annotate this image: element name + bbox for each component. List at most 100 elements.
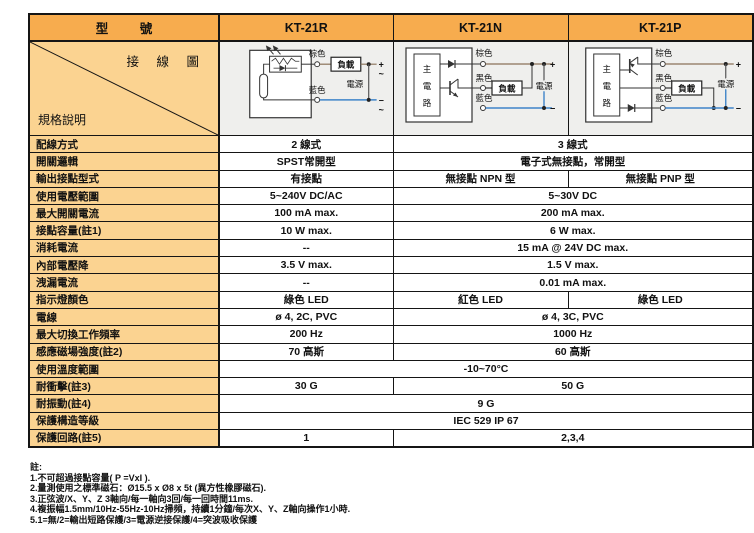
main-circuit-char: 電 (602, 81, 611, 91)
brown-wire-label: 棕色 (475, 48, 493, 58)
spec-row-label: 保護構造等級 (28, 411, 220, 431)
spec-table: 型 號 KT-21R KT-21N KT-21P 接 線 圖 規格說明 (28, 13, 754, 448)
spec-row: 開關邏輯 SPST常開型 電子式無接點，常開型 (28, 152, 754, 171)
spec-value-cell: ø 4, 2C, PVC (218, 307, 394, 327)
spec-value-cell: 綠色 LED (567, 290, 754, 309)
spec-value-cell: -10~70°C (218, 359, 754, 379)
power-label: 電源 (717, 79, 735, 89)
spec-row-label: 內部電壓降 (28, 256, 220, 275)
reed-switch-icon (259, 73, 269, 99)
note-item: 5.1=無/2=輸出短路保護/3=電源逆接保護/4=突波吸收保護 (30, 514, 258, 525)
spec-row: 配線方式 2 線式 3 線式 (28, 134, 754, 154)
blue-wire-label: 藍色 (475, 93, 493, 103)
spec-row: 接點容量(註1) 10 W max. 6 W max. (28, 221, 754, 240)
kt21r-wiring-diagram: 棕色 藍色 負載 + ~ 電源 − ~ (249, 45, 384, 119)
junction-dot (541, 106, 546, 110)
spec-value-cell: 60 高斯 (392, 342, 754, 361)
diagonal-corner-cell: 接 線 圖 規格說明 (28, 40, 220, 136)
diode-icon (619, 104, 660, 112)
spec-row: 耐衝擊(註3) 30 G 50 G (28, 377, 754, 396)
spec-value-cell: 10 W max. (218, 221, 394, 240)
spec-description-label: 規格說明 (38, 113, 87, 127)
spec-row: 使用電壓範圍 5~240V DC/AC 5~30V DC (28, 186, 754, 206)
kt21r-diagram-cell: 棕色 藍色 負載 + ~ 電源 − ~ (218, 40, 394, 136)
spec-row-label: 耐振動(註4) (28, 394, 220, 413)
load-label: 負載 (337, 60, 354, 70)
load-box (330, 56, 362, 72)
spec-row-label: 最大開關電流 (28, 204, 220, 223)
plus-mark: + (379, 60, 384, 70)
transistor-icon (619, 56, 660, 76)
spec-value-cell: 1 (218, 429, 394, 448)
spec-value-cell: 200 mA max. (392, 204, 754, 223)
main-circuit-char: 主 (422, 64, 431, 74)
brown-terminal (659, 61, 666, 67)
column-header-kt21n: KT-21N (392, 13, 569, 42)
spec-row: 電線 ø 4, 2C, PVC ø 4, 3C, PVC (28, 307, 754, 327)
kt21n-wiring-diagram: 主 電 路 (404, 47, 555, 123)
spec-row-label: 配線方式 (28, 134, 220, 154)
column-header-kt21p: KT-21P (567, 13, 754, 42)
brown-wire-label: 棕色 (655, 48, 673, 58)
spec-row-label: 最大切換工作頻率 (28, 325, 220, 344)
plus-mark: + (550, 60, 555, 70)
spec-row: 感應磁場強度(註2) 70 高斯 60 高斯 (28, 342, 754, 361)
header-row: 型 號 KT-21R KT-21N KT-21P (28, 13, 754, 42)
brown-wire-label: 棕色 (309, 48, 326, 58)
main-circuit-char: 電 (422, 81, 431, 91)
spec-row: 保護構造等級 IEC 529 IP 67 (28, 411, 754, 431)
model-corner-cell: 型 號 (28, 13, 220, 42)
spec-row-label: 耐衝擊(註3) (28, 377, 220, 396)
blue-wire-label: 藍色 (309, 85, 326, 95)
spec-row-label: 指示燈顏色 (28, 290, 220, 309)
blue-terminal (314, 96, 321, 103)
spec-row: 保護回路(註5) 1 2,3,4 (28, 429, 754, 448)
spec-row: 最大切換工作頻率 200 Hz 1000 Hz (28, 325, 754, 344)
spec-value-cell: 無接點 PNP 型 (567, 169, 754, 188)
spec-value-cell: IEC 529 IP 67 (218, 411, 754, 431)
spec-body: 配線方式 2 線式 3 線式 開關邏輯 SPST常開型 電子式無接點，常開型 輸出接點型式有… (28, 134, 754, 448)
spec-value-cell: 200 Hz (218, 325, 394, 344)
spec-row-label: 輸出接點型式 (28, 169, 220, 188)
tilde-mark: ~ (379, 105, 384, 115)
load-to-rail-wire (701, 87, 714, 108)
spec-value-cell: -- (218, 238, 394, 258)
spec-value-cell: SPST常開型 (218, 152, 394, 171)
transistor-icon (439, 78, 480, 98)
diagonal-line (30, 42, 218, 135)
spec-row: 洩漏電流 -- 0.01 mA max. (28, 273, 754, 292)
wiring-diagram-row: 接 線 圖 規格說明 (28, 40, 754, 136)
black-terminal (479, 85, 486, 91)
spec-value-cell: 5~240V DC/AC (218, 186, 394, 206)
spec-value-cell: 30 G (218, 377, 394, 396)
load-label: 負載 (498, 84, 516, 94)
spec-row: 消耗電流 -- 15 mA @ 24V DC max. (28, 238, 754, 258)
spec-value-cell: 2 線式 (218, 134, 394, 154)
spec-row: 最大開關電流 100 mA max. 200 mA max. (28, 204, 754, 223)
spec-value-cell: 2,3,4 (392, 429, 754, 448)
junction-dot (366, 62, 371, 67)
note-item: 1.不可超過接點容量( P =VxI ). (30, 472, 151, 483)
minus-mark: − (379, 95, 384, 105)
main-circuit-char: 主 (602, 64, 611, 74)
kt21n-diagram-cell: 主 電 路 (392, 40, 569, 136)
spec-value-cell: 3.5 V max. (218, 256, 394, 275)
spec-value-cell: 15 mA @ 24V DC max. (392, 238, 754, 258)
black-wire-label: 黑色 (655, 73, 673, 83)
spec-value-cell: 100 mA max. (218, 204, 394, 223)
spec-value-cell: 6 W max. (392, 221, 754, 240)
spec-value-cell: 9 G (218, 394, 754, 413)
spec-value-cell: 1000 Hz (392, 325, 754, 344)
note-item: 4.複振幅1.5mm/10Hz-55Hz-10Hz掃頻，持續1分鐘/每次X、Y、… (30, 504, 351, 515)
diode-icon (273, 65, 298, 72)
spec-value-cell: 5~30V DC (392, 186, 754, 206)
brown-terminal (314, 61, 321, 68)
power-label: 電源 (535, 81, 553, 91)
spec-row-label: 使用電壓範圍 (28, 186, 220, 206)
spec-value-cell: ø 4, 3C, PVC (392, 307, 754, 327)
spec-value-cell: 1.5 V max. (392, 256, 754, 275)
diode-icon (439, 60, 480, 68)
led-arrows-icon (265, 45, 281, 55)
kt21p-wiring-diagram: 主 電 路 (584, 47, 741, 123)
resistor-icon (271, 57, 300, 65)
